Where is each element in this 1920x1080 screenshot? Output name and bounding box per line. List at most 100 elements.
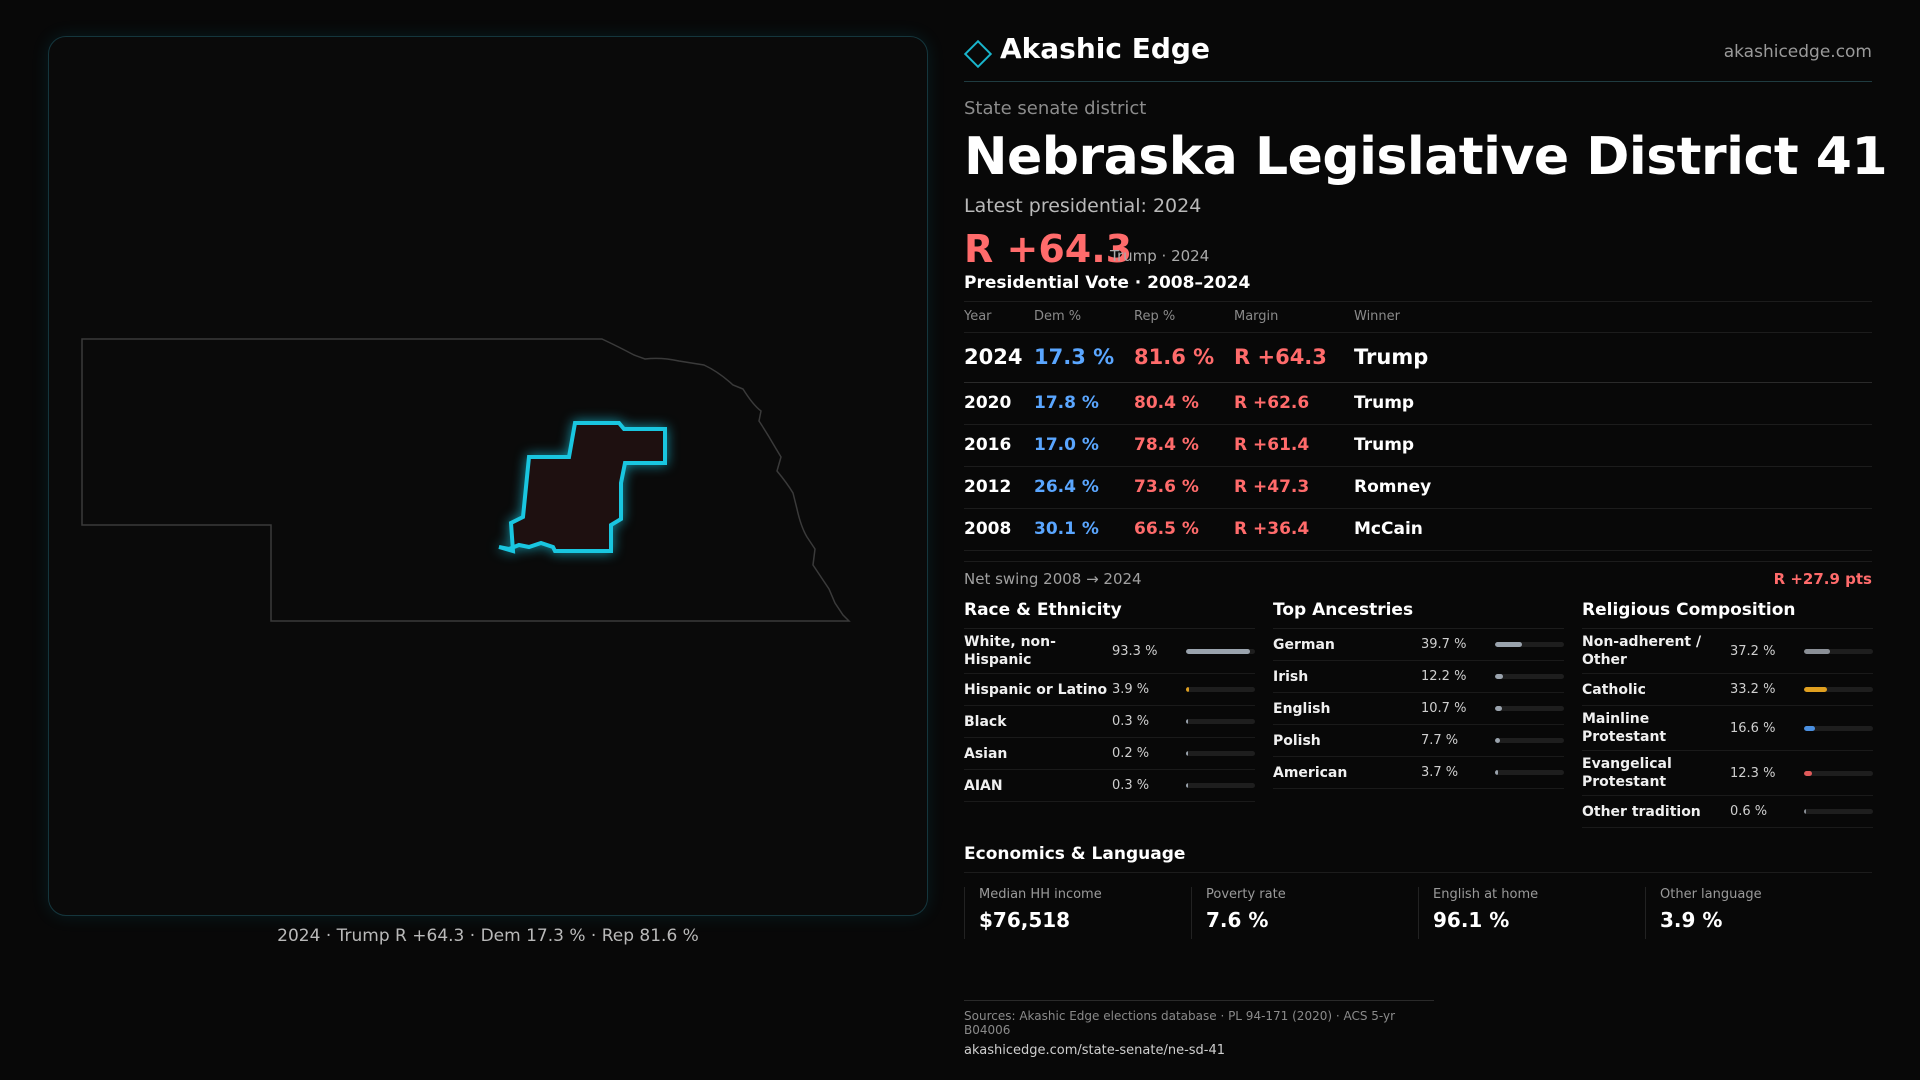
- section-title: Top Ancestries: [1273, 600, 1564, 629]
- stat-label: Median HH income: [979, 887, 1102, 902]
- latest-margin-value: R +64.3: [964, 227, 1133, 271]
- presidential-vote-table: Year Dem % Rep % Margin Winner 2024 17.3…: [964, 302, 1872, 551]
- state-outline: [81, 338, 851, 622]
- item-bar-track: [1186, 687, 1255, 692]
- item-bar-fill: [1186, 783, 1189, 788]
- stat-median-income: Median HH income $76,518: [964, 887, 1191, 939]
- row-winner: Trump: [1354, 382, 1872, 425]
- row-rep: 81.6 %: [1134, 332, 1234, 383]
- row-margin: R +62.6: [1234, 382, 1354, 425]
- item-percent: 12.3 %: [1730, 765, 1776, 781]
- row-dem: 17.3 %: [1034, 332, 1134, 383]
- row-winner: McCain: [1354, 508, 1872, 551]
- item-bar-track: [1495, 674, 1564, 679]
- item-bar-track: [1804, 648, 1873, 654]
- section-title: Religious Composition: [1582, 600, 1873, 629]
- sources-line: Sources: Akashic Edge elections database…: [964, 1009, 1396, 1037]
- table-row: 2024 17.3 % 81.6 % R +64.3 Trump: [964, 332, 1872, 383]
- item-bar-fill: [1495, 738, 1501, 743]
- row-margin: R +64.3: [1234, 332, 1354, 383]
- item-bar-track: [1495, 770, 1564, 775]
- list-item: Hispanic or Latino 3.9 %: [964, 674, 1255, 706]
- stat-value: 7.6 %: [1206, 908, 1269, 932]
- list-item: Irish 12.2 %: [1273, 661, 1564, 693]
- item-bar-track: [1186, 648, 1255, 654]
- table-row: 2012 26.4 % 73.6 % R +47.3 Romney: [964, 466, 1872, 509]
- item-percent: 0.3 %: [1112, 778, 1150, 793]
- row-margin: R +61.4: [1234, 424, 1354, 467]
- row-margin: R +47.3: [1234, 466, 1354, 509]
- race-ethnicity-section: Race & Ethnicity White, non-Hispanic 93.3…: [964, 600, 1255, 828]
- section-title: Race & Ethnicity: [964, 600, 1255, 629]
- item-bar-fill: [1186, 687, 1189, 692]
- item-bar-track: [1186, 719, 1255, 724]
- item-bar-fill: [1804, 770, 1813, 776]
- row-rep: 78.4 %: [1134, 424, 1234, 467]
- item-bar-track: [1804, 809, 1873, 814]
- section-title: Economics & Language: [964, 844, 1872, 873]
- net-swing: Net swing 2008 → 2024 R +27.9 pts: [964, 560, 1872, 588]
- row-margin: R +36.4: [1234, 508, 1354, 551]
- stat-label: Poverty rate: [1206, 887, 1286, 902]
- brand-header: Akashic Edge akashicedge.com: [963, 30, 1872, 82]
- stat-label: English at home: [1433, 887, 1539, 902]
- economics-language-section: Economics & Language Median HH income $7…: [964, 844, 1872, 939]
- item-percent: 93.3 %: [1112, 643, 1158, 659]
- brand-name: Akashic Edge: [1000, 32, 1210, 65]
- item-label: Asian: [964, 745, 1008, 762]
- col-year: Year: [964, 302, 1034, 333]
- stat-english-at-home: English at home 96.1 %: [1418, 887, 1645, 939]
- table-row: 2016 17.0 % 78.4 % R +61.4 Trump: [964, 424, 1872, 467]
- item-bar-fill: [1804, 687, 1827, 692]
- item-bar-fill: [1186, 719, 1189, 724]
- item-label: Other tradition: [1582, 803, 1701, 820]
- item-label: Black: [964, 713, 1007, 730]
- row-winner: Trump: [1354, 424, 1872, 467]
- row-rep: 73.6 %: [1134, 466, 1234, 509]
- list-item: Asian 0.2 %: [964, 738, 1255, 770]
- item-label: American: [1273, 764, 1348, 781]
- row-dem: 17.0 %: [1034, 424, 1134, 467]
- item-bar-fill: [1186, 648, 1251, 654]
- latest-margin: R +64.3 Trump · 2024: [964, 227, 1872, 271]
- item-bar-track: [1804, 770, 1873, 776]
- item-bar-fill: [1804, 725, 1816, 731]
- religion-section: Religious Composition Non-adherent / Oth…: [1582, 600, 1873, 828]
- item-percent: 37.2 %: [1730, 643, 1776, 659]
- table-header: Year Dem % Rep % Margin Winner: [964, 302, 1872, 333]
- district-type: State senate district: [964, 98, 1147, 119]
- item-bar-fill: [1495, 642, 1523, 647]
- item-bar-fill: [1495, 706, 1503, 711]
- item-label: Mainline Protestant: [1582, 711, 1667, 745]
- item-label: AIAN: [964, 777, 1003, 794]
- item-bar-track: [1804, 725, 1873, 731]
- map-caption: 2024 · Trump R +64.3 · Dem 17.3 % · Rep …: [277, 926, 699, 946]
- item-label: Hispanic or Latino: [964, 681, 1108, 698]
- item-label: Irish: [1273, 668, 1309, 685]
- list-item: English 10.7 %: [1273, 693, 1564, 725]
- brand-url[interactable]: akashicedge.com: [1723, 42, 1872, 62]
- sources-footer: Sources: Akashic Edge elections database…: [964, 1000, 1434, 1058]
- item-bar-track: [1186, 751, 1255, 756]
- item-bar-track: [1495, 642, 1564, 647]
- list-item: Black 0.3 %: [964, 706, 1255, 738]
- col-dem: Dem %: [1034, 302, 1134, 333]
- list-item: AIAN 0.3 %: [964, 770, 1255, 802]
- list-item: White, non-Hispanic 93.3 %: [964, 629, 1255, 674]
- item-bar-track: [1186, 783, 1255, 788]
- stat-value: $76,518: [979, 908, 1071, 932]
- item-bar-fill: [1186, 751, 1189, 756]
- item-label: English: [1273, 700, 1331, 717]
- col-rep: Rep %: [1134, 302, 1234, 333]
- row-year: 2008: [964, 508, 1034, 551]
- item-bar-fill: [1804, 809, 1807, 814]
- item-percent: 0.3 %: [1112, 714, 1150, 729]
- row-year: 2024: [964, 332, 1034, 383]
- row-dem: 17.8 %: [1034, 382, 1134, 425]
- presidential-vote-title: Presidential Vote · 2008–2024: [964, 273, 1872, 302]
- list-item: Polish 7.7 %: [1273, 725, 1564, 757]
- item-label: Polish: [1273, 732, 1321, 749]
- net-swing-label: Net swing 2008 → 2024: [964, 569, 1142, 588]
- stat-label: Other language: [1660, 887, 1762, 902]
- sources-url[interactable]: akashicedge.com/state-senate/ne-sd-41: [964, 1043, 1226, 1058]
